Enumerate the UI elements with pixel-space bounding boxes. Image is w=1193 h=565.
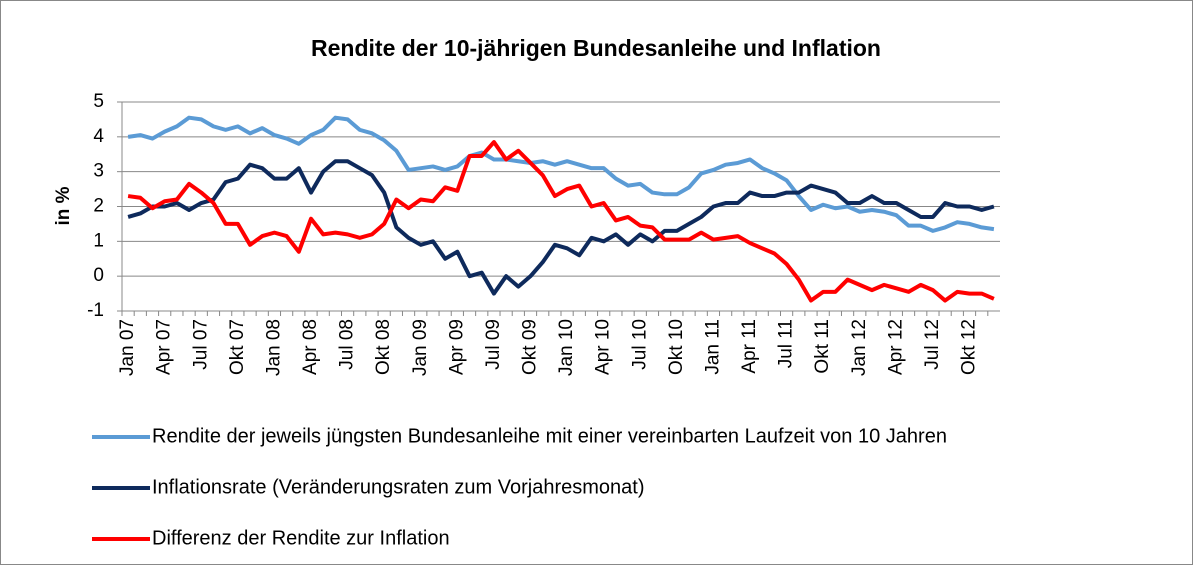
series-line: [127, 159, 995, 296]
y-tick-label: 0: [93, 265, 104, 286]
x-tick-label: Apr 09: [446, 319, 467, 375]
x-tick-label: Okt 11: [812, 319, 833, 374]
y-tick-label: 2: [93, 196, 104, 217]
x-tick-label: Jul 09: [483, 319, 504, 370]
x-tick-label: Apr 10: [593, 319, 614, 375]
y-tick-label: 4: [93, 126, 104, 147]
chart-title: Rendite der 10-jährigen Bundesanleihe un…: [311, 35, 881, 61]
x-tick-label: Jan 08: [263, 319, 284, 376]
x-tick-label: Jul 12: [922, 319, 943, 370]
y-tick-label: 3: [93, 161, 104, 182]
x-tick-label: Jan 07: [117, 319, 138, 376]
series-line: [127, 140, 995, 303]
legend-label: Differenz der Rendite zur Inflation: [152, 527, 450, 549]
x-tick-label: Okt 12: [959, 319, 980, 375]
y-tick-label: -1: [87, 300, 104, 321]
x-tick-label: Okt 10: [666, 319, 687, 375]
x-tick-label: Jan 12: [849, 319, 870, 376]
legend-label: Inflationsrate (Veränderungsraten zum Vo…: [152, 476, 645, 498]
x-tick-label: Apr 12: [885, 319, 906, 375]
x-tick-label: Jul 08: [337, 319, 358, 370]
x-tick-label: Jan 11: [702, 319, 723, 375]
x-tick-label: Apr 11: [739, 319, 760, 374]
y-tick-label: 1: [93, 230, 104, 251]
y-tick-label: 5: [93, 91, 104, 112]
x-tick-label: Okt 08: [373, 319, 394, 375]
x-tick-label: Jul 10: [629, 319, 650, 370]
x-tick-label: Apr 07: [154, 319, 175, 375]
legend-label: Rendite der jeweils jüngsten Bundesanlei…: [152, 425, 947, 447]
x-tick-label: Jul 11: [776, 319, 797, 368]
x-tick-label: Okt 09: [520, 319, 541, 375]
x-tick-label: Jan 10: [556, 319, 577, 376]
x-tick-label: Apr 08: [300, 319, 321, 375]
series-line: [127, 115, 995, 233]
x-tick-label: Okt 07: [227, 319, 248, 375]
y-axis-label: in %: [53, 186, 74, 225]
x-tick-label: Jul 07: [190, 319, 211, 370]
x-tick-label: Jan 09: [410, 319, 431, 376]
